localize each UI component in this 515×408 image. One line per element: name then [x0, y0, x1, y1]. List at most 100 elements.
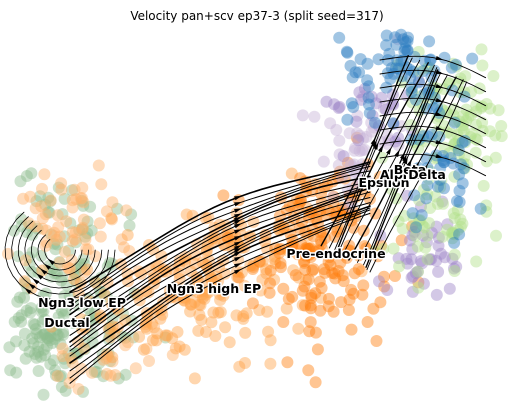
data-point-beta — [446, 232, 459, 245]
data-point-ductal — [26, 332, 39, 345]
data-point-pre-endocrine — [329, 272, 342, 285]
stream-arrow — [422, 163, 428, 172]
data-point-ngn3-low-ep — [56, 350, 69, 363]
data-point-ductal — [73, 224, 86, 237]
streamline — [328, 57, 413, 249]
stream-arrow — [435, 154, 444, 159]
data-point-ductal — [58, 230, 71, 243]
data-point-ngn3-high-ep — [217, 285, 230, 298]
data-point-ngn3-low-ep — [77, 196, 90, 209]
data-point-ductal — [4, 364, 17, 377]
data-point-alpha — [389, 31, 401, 44]
data-point-beta — [454, 220, 467, 233]
data-point-epsilon — [349, 142, 362, 155]
stream-arrow — [435, 56, 444, 61]
data-point-ductal — [12, 312, 25, 324]
data-point-delta — [406, 285, 419, 298]
data-point-ductal — [48, 237, 61, 250]
data-point-beta — [421, 188, 434, 201]
data-point-ductal — [88, 365, 101, 378]
data-point-beta — [471, 134, 484, 146]
data-point-beta — [429, 190, 442, 203]
data-point-ductal — [33, 331, 46, 344]
data-point-alpha — [413, 168, 425, 181]
data-point-pre-endocrine — [361, 316, 374, 328]
data-point-ngn3-low-ep — [68, 183, 81, 196]
data-point-ngn3-high-ep — [292, 322, 305, 335]
streamline — [69, 163, 371, 301]
data-point-ngn3-low-ep — [89, 250, 102, 263]
data-point-pre-endocrine — [318, 263, 331, 276]
data-point-ductal — [51, 238, 64, 251]
streamline — [69, 161, 371, 293]
data-point-pre-endocrine — [309, 376, 322, 389]
data-point-beta — [446, 226, 459, 239]
data-point-ductal — [53, 256, 66, 268]
data-point-beta — [495, 130, 508, 143]
streamline — [320, 54, 409, 247]
data-point-pre-endocrine — [296, 284, 309, 297]
data-point-ductal — [49, 364, 62, 377]
data-point-ductal — [52, 329, 65, 342]
data-point-delta — [409, 267, 422, 279]
data-point-ngn3-high-ep — [193, 298, 206, 311]
stream-arrow — [234, 245, 242, 251]
data-point-ngn3-high-ep — [254, 256, 267, 268]
data-point-ductal — [52, 310, 65, 323]
data-point-alpha — [420, 192, 433, 205]
data-point-ductal — [14, 175, 27, 188]
data-point-beta — [391, 59, 404, 72]
data-point-ngn3-high-ep — [45, 320, 58, 333]
data-point-ngn3-low-ep — [76, 221, 89, 234]
data-point-ngn3-high-ep — [284, 244, 297, 257]
data-point-beta — [458, 162, 471, 175]
data-point-pre-endocrine — [302, 243, 315, 255]
streamline — [69, 202, 371, 357]
cluster-label-beta: Beta — [394, 162, 426, 177]
data-point-alpha — [458, 134, 471, 147]
data-point-ductal — [42, 206, 55, 219]
data-point-pre-endocrine — [281, 356, 294, 369]
data-point-ductal — [112, 372, 125, 385]
data-point-beta — [452, 223, 464, 236]
data-point-alpha — [456, 177, 469, 190]
data-point-beta — [443, 147, 456, 160]
data-point-delta — [450, 260, 463, 273]
data-point-ductal — [65, 352, 78, 365]
data-point-delta — [432, 239, 445, 252]
data-point-ductal — [62, 244, 75, 257]
data-point-alpha — [423, 35, 436, 48]
data-point-beta — [477, 179, 490, 192]
data-point-beta — [390, 192, 403, 205]
data-point-ngn3-high-ep — [231, 271, 244, 283]
data-point-ductal — [25, 302, 37, 315]
data-point-alpha — [390, 38, 403, 51]
data-point-pre-endocrine — [389, 270, 401, 282]
data-point-ngn3-low-ep — [53, 256, 66, 269]
data-point-pre-endocrine — [367, 302, 380, 315]
data-point-beta — [447, 207, 460, 220]
data-point-alpha — [421, 179, 434, 192]
data-point-beta — [448, 212, 461, 224]
streamline — [69, 183, 371, 328]
stream-arrow — [413, 161, 420, 170]
streamline — [69, 212, 371, 384]
data-point-beta — [431, 198, 444, 210]
data-point-ngn3-low-ep — [17, 192, 30, 205]
data-point-ductal — [81, 227, 94, 240]
data-point-pre-endocrine — [302, 248, 315, 261]
data-point-ngn3-low-ep — [39, 208, 52, 221]
stream-arrow — [234, 247, 242, 254]
data-point-pre-endocrine — [378, 270, 390, 283]
data-point-alpha — [434, 162, 447, 175]
data-point-alpha — [401, 44, 414, 57]
data-point-ductal — [34, 350, 47, 363]
data-point-ngn3-high-ep — [235, 266, 248, 279]
data-point-pre-endocrine — [406, 220, 419, 233]
data-point-beta — [465, 86, 477, 98]
data-point-ductal — [39, 349, 52, 362]
data-point-ngn3-high-ep — [314, 291, 327, 304]
data-point-ngn3-low-ep — [143, 355, 155, 367]
data-point-ductal — [39, 287, 52, 300]
